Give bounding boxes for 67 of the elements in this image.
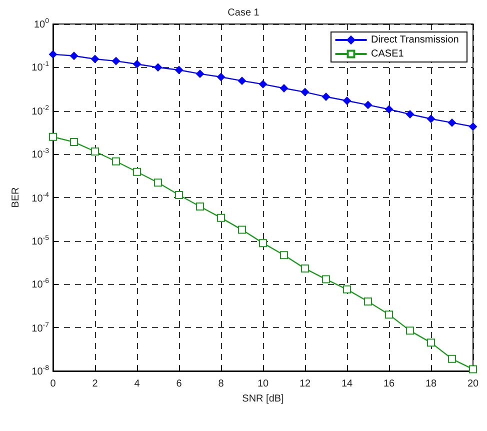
legend-label: Direct Transmission xyxy=(371,34,459,46)
point xyxy=(49,132,57,141)
point xyxy=(343,285,351,294)
point xyxy=(343,96,351,105)
point xyxy=(364,298,372,306)
point xyxy=(448,118,456,127)
y-tick-label: 10$^{-6}$ xyxy=(32,278,49,291)
y-tick-label: 10$^{-3}$ xyxy=(32,148,49,160)
point xyxy=(427,338,435,347)
point xyxy=(175,191,183,200)
x-tick-label: 14 xyxy=(341,378,353,390)
point xyxy=(196,70,204,78)
x-tick-label: 8 xyxy=(218,378,224,390)
point xyxy=(70,52,78,60)
x-axis-title: SNR [dB] xyxy=(242,393,284,404)
x-tick-label: 0 xyxy=(50,378,56,390)
y-axis-title: BER xyxy=(10,187,22,208)
point xyxy=(133,60,141,68)
point xyxy=(91,147,99,156)
point xyxy=(259,80,267,88)
point xyxy=(49,50,57,58)
point xyxy=(112,157,120,166)
point xyxy=(196,202,204,211)
point xyxy=(385,105,393,114)
x-tick-label: 4 xyxy=(134,378,140,390)
y-tick-label: 10$^{-1}$ xyxy=(32,61,49,74)
legend-label: CASE1 xyxy=(371,48,404,60)
point xyxy=(427,114,435,123)
point xyxy=(217,73,225,81)
x-tick-label: 6 xyxy=(176,378,182,390)
x-tick-label: 20 xyxy=(467,378,479,390)
point xyxy=(70,138,78,146)
y-tick-label: 10$^{-5}$ xyxy=(32,234,49,248)
x-tick-label: 10 xyxy=(257,378,269,390)
point xyxy=(385,310,393,319)
point xyxy=(280,251,288,260)
point xyxy=(217,214,225,222)
x-tick-label: 2 xyxy=(92,378,98,390)
point xyxy=(280,84,288,92)
point xyxy=(469,365,477,374)
point xyxy=(91,55,99,63)
point xyxy=(259,239,267,248)
point xyxy=(364,100,372,109)
y-tick-label: 10$^{-2}$ xyxy=(32,104,49,118)
point xyxy=(448,354,456,363)
y-tick-label: 10$^{-8}$ xyxy=(32,365,49,378)
point xyxy=(112,57,120,66)
x-tick-label: 16 xyxy=(383,378,395,390)
point xyxy=(469,122,477,131)
y-tick-label: 10$^{-4}$ xyxy=(32,192,49,204)
y-tick-label: 10$^{-7}$ xyxy=(32,322,49,334)
x-tick-label: 12 xyxy=(299,378,311,390)
point xyxy=(133,168,141,176)
point xyxy=(301,264,309,273)
point xyxy=(322,92,330,101)
point xyxy=(238,76,246,85)
point xyxy=(322,275,330,284)
point xyxy=(154,178,162,187)
x-tick-label: 18 xyxy=(425,378,437,390)
point xyxy=(301,88,309,96)
y-tick-label: 10$^{0}$ xyxy=(34,18,49,30)
point xyxy=(154,63,162,72)
point xyxy=(175,66,183,74)
point xyxy=(238,226,246,234)
chart-title: Case 1 xyxy=(228,8,260,18)
point xyxy=(406,110,414,118)
point xyxy=(406,326,414,335)
